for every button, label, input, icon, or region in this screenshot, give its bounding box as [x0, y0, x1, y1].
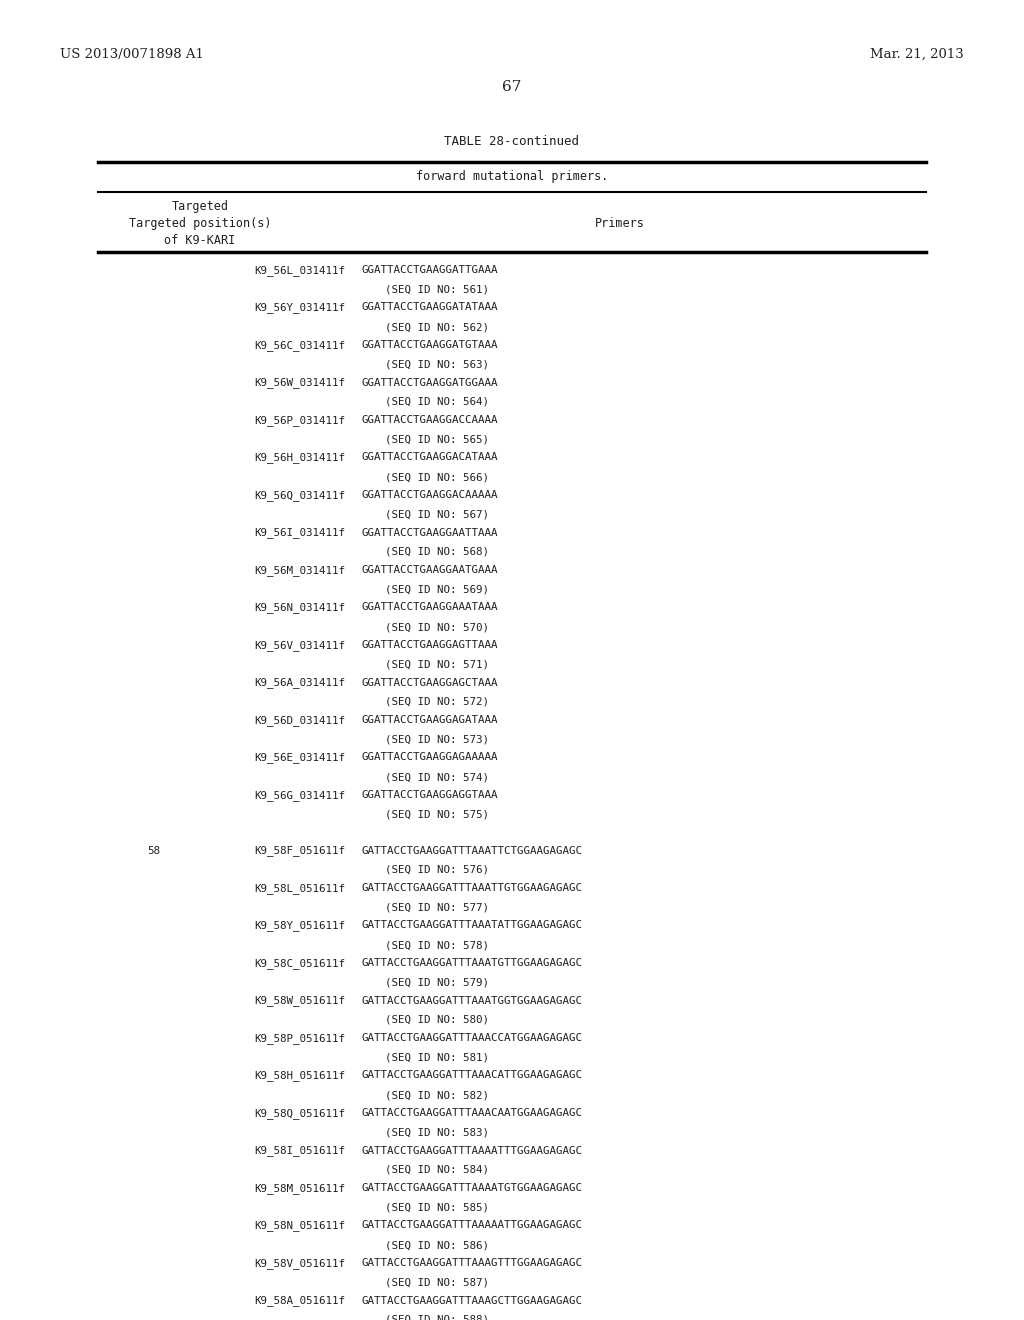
Text: GGATTACCTGAAGGATTGAAA: GGATTACCTGAAGGATTGAAA — [362, 265, 499, 275]
Text: K9_58I_051611f: K9_58I_051611f — [254, 1146, 345, 1156]
Text: GGATTACCTGAAGGAGAAAAA: GGATTACCTGAAGGAGAAAAA — [362, 752, 499, 763]
Text: (SEQ ID NO: 578): (SEQ ID NO: 578) — [385, 940, 489, 950]
Text: US 2013/0071898 A1: US 2013/0071898 A1 — [60, 48, 204, 61]
Text: (SEQ ID NO: 563): (SEQ ID NO: 563) — [385, 359, 489, 370]
Text: K9_56V_031411f: K9_56V_031411f — [254, 640, 345, 651]
Text: GATTACCTGAAGGATTTAAAGTTTGGAAGAGAGC: GATTACCTGAAGGATTTAAAGTTTGGAAGAGAGC — [362, 1258, 583, 1269]
Text: (SEQ ID NO: 575): (SEQ ID NO: 575) — [385, 809, 489, 820]
Text: of K9-KARI: of K9-KARI — [165, 234, 236, 247]
Text: K9_58A_051611f: K9_58A_051611f — [254, 1295, 345, 1307]
Text: GATTACCTGAAGGATTTAAATGTTGGAAGAGAGC: GATTACCTGAAGGATTTAAATGTTGGAAGAGAGC — [362, 958, 583, 968]
Text: K9_56H_031411f: K9_56H_031411f — [254, 453, 345, 463]
Text: GGATTACCTGAAGGAGGTAAA: GGATTACCTGAAGGAGGTAAA — [362, 789, 499, 800]
Text: (SEQ ID NO: 562): (SEQ ID NO: 562) — [385, 322, 489, 333]
Text: GGATTACCTGAAGGACAAAAA: GGATTACCTGAAGGACAAAAA — [362, 490, 499, 500]
Text: GATTACCTGAAGGATTTAAATTCTGGAAGAGAGC: GATTACCTGAAGGATTTAAATTCTGGAAGAGAGC — [362, 846, 583, 855]
Text: K9_56M_031411f: K9_56M_031411f — [254, 565, 345, 576]
Text: (SEQ ID NO: 577): (SEQ ID NO: 577) — [385, 903, 489, 912]
Text: GGATTACCTGAAGGATGTAAA: GGATTACCTGAAGGATGTAAA — [362, 341, 499, 350]
Text: (SEQ ID NO: 564): (SEQ ID NO: 564) — [385, 397, 489, 407]
Text: K9_58H_051611f: K9_58H_051611f — [254, 1071, 345, 1081]
Text: GGATTACCTGAAGGATATAAA: GGATTACCTGAAGGATATAAA — [362, 302, 499, 313]
Text: (SEQ ID NO: 565): (SEQ ID NO: 565) — [385, 434, 489, 445]
Text: K9_58P_051611f: K9_58P_051611f — [254, 1034, 345, 1044]
Text: (SEQ ID NO: 561): (SEQ ID NO: 561) — [385, 285, 489, 294]
Text: K9_58N_051611f: K9_58N_051611f — [254, 1221, 345, 1232]
Text: (SEQ ID NO: 584): (SEQ ID NO: 584) — [385, 1166, 489, 1175]
Text: Primers: Primers — [595, 216, 645, 230]
Text: (SEQ ID NO: 588): (SEQ ID NO: 588) — [385, 1315, 489, 1320]
Text: GGATTACCTGAAGGAAATAAA: GGATTACCTGAAGGAAATAAA — [362, 602, 499, 612]
Text: GATTACCTGAAGGATTTAAACATTGGAAGAGAGC: GATTACCTGAAGGATTTAAACATTGGAAGAGAGC — [362, 1071, 583, 1081]
Text: GATTACCTGAAGGATTTAAATATTGGAAGAGAGC: GATTACCTGAAGGATTTAAATATTGGAAGAGAGC — [362, 920, 583, 931]
Text: (SEQ ID NO: 570): (SEQ ID NO: 570) — [385, 622, 489, 632]
Text: K9_58Y_051611f: K9_58Y_051611f — [254, 920, 345, 932]
Text: (SEQ ID NO: 582): (SEQ ID NO: 582) — [385, 1090, 489, 1100]
Text: (SEQ ID NO: 576): (SEQ ID NO: 576) — [385, 865, 489, 875]
Text: Targeted: Targeted — [171, 201, 228, 213]
Text: K9_56N_031411f: K9_56N_031411f — [254, 602, 345, 614]
Text: (SEQ ID NO: 571): (SEQ ID NO: 571) — [385, 660, 489, 669]
Text: (SEQ ID NO: 572): (SEQ ID NO: 572) — [385, 697, 489, 708]
Text: GGATTACCTGAAGGAGCTAAA: GGATTACCTGAAGGAGCTAAA — [362, 677, 499, 688]
Text: GGATTACCTGAAGGAGTTAAA: GGATTACCTGAAGGAGTTAAA — [362, 640, 499, 649]
Text: GGATTACCTGAAGGAATGAAA: GGATTACCTGAAGGAATGAAA — [362, 565, 499, 576]
Text: (SEQ ID NO: 581): (SEQ ID NO: 581) — [385, 1052, 489, 1063]
Text: Targeted position(s): Targeted position(s) — [129, 216, 271, 230]
Text: K9_56P_031411f: K9_56P_031411f — [254, 414, 345, 426]
Text: GATTACCTGAAGGATTTAAAATTTGGAAGAGAGC: GATTACCTGAAGGATTTAAAATTTGGAAGAGAGC — [362, 1146, 583, 1155]
Text: (SEQ ID NO: 567): (SEQ ID NO: 567) — [385, 510, 489, 520]
Text: (SEQ ID NO: 587): (SEQ ID NO: 587) — [385, 1278, 489, 1287]
Text: K9_56I_031411f: K9_56I_031411f — [254, 528, 345, 539]
Text: K9_58L_051611f: K9_58L_051611f — [254, 883, 345, 894]
Text: K9_58F_051611f: K9_58F_051611f — [254, 846, 345, 857]
Text: GGATTACCTGAAGGACATAAA: GGATTACCTGAAGGACATAAA — [362, 453, 499, 462]
Text: GATTACCTGAAGGATTTAAATGGTGGAAGAGAGC: GATTACCTGAAGGATTTAAATGGTGGAAGAGAGC — [362, 995, 583, 1006]
Text: forward mutational primers.: forward mutational primers. — [416, 170, 608, 183]
Text: (SEQ ID NO: 573): (SEQ ID NO: 573) — [385, 734, 489, 744]
Text: GATTACCTGAAGGATTTAAAAATTGGAAGAGAGC: GATTACCTGAAGGATTTAAAAATTGGAAGAGAGC — [362, 1221, 583, 1230]
Text: K9_56D_031411f: K9_56D_031411f — [254, 715, 345, 726]
Text: K9_56C_031411f: K9_56C_031411f — [254, 341, 345, 351]
Text: Mar. 21, 2013: Mar. 21, 2013 — [870, 48, 964, 61]
Text: K9_56A_031411f: K9_56A_031411f — [254, 677, 345, 689]
Text: GATTACCTGAAGGATTTAAAATGTGGAAGAGAGC: GATTACCTGAAGGATTTAAAATGTGGAAGAGAGC — [362, 1183, 583, 1193]
Text: GGATTACCTGAAGGACCAAAA: GGATTACCTGAAGGACCAAAA — [362, 414, 499, 425]
Text: K9_56Y_031411f: K9_56Y_031411f — [254, 302, 345, 313]
Text: (SEQ ID NO: 566): (SEQ ID NO: 566) — [385, 473, 489, 482]
Text: GGATTACCTGAAGGAGATAAA: GGATTACCTGAAGGAGATAAA — [362, 715, 499, 725]
Text: K9_56W_031411f: K9_56W_031411f — [254, 378, 345, 388]
Text: GATTACCTGAAGGATTTAAAGCTTGGAAGAGAGC: GATTACCTGAAGGATTTAAAGCTTGGAAGAGAGC — [362, 1295, 583, 1305]
Text: (SEQ ID NO: 586): (SEQ ID NO: 586) — [385, 1239, 489, 1250]
Text: K9_58M_051611f: K9_58M_051611f — [254, 1183, 345, 1193]
Text: (SEQ ID NO: 569): (SEQ ID NO: 569) — [385, 585, 489, 594]
Text: 58: 58 — [147, 846, 160, 855]
Text: GGATTACCTGAAGGAATTAAA: GGATTACCTGAAGGAATTAAA — [362, 528, 499, 537]
Text: K9_58W_051611f: K9_58W_051611f — [254, 995, 345, 1006]
Text: K9_56G_031411f: K9_56G_031411f — [254, 789, 345, 801]
Text: (SEQ ID NO: 579): (SEQ ID NO: 579) — [385, 978, 489, 987]
Text: GGATTACCTGAAGGATGGAAA: GGATTACCTGAAGGATGGAAA — [362, 378, 499, 388]
Text: GATTACCTGAAGGATTTAAATTGTGGAAGAGAGC: GATTACCTGAAGGATTTAAATTGTGGAAGAGAGC — [362, 883, 583, 894]
Text: K9_56Q_031411f: K9_56Q_031411f — [254, 490, 345, 500]
Text: 67: 67 — [503, 81, 521, 94]
Text: (SEQ ID NO: 585): (SEQ ID NO: 585) — [385, 1203, 489, 1213]
Text: (SEQ ID NO: 580): (SEQ ID NO: 580) — [385, 1015, 489, 1026]
Text: K9_58Q_051611f: K9_58Q_051611f — [254, 1107, 345, 1119]
Text: GATTACCTGAAGGATTTAAACCATGGAAGAGAGC: GATTACCTGAAGGATTTAAACCATGGAAGAGAGC — [362, 1034, 583, 1043]
Text: K9_58C_051611f: K9_58C_051611f — [254, 958, 345, 969]
Text: K9_58V_051611f: K9_58V_051611f — [254, 1258, 345, 1269]
Text: (SEQ ID NO: 583): (SEQ ID NO: 583) — [385, 1127, 489, 1138]
Text: K9_56L_031411f: K9_56L_031411f — [254, 265, 345, 276]
Text: GATTACCTGAAGGATTTAAACAATGGAAGAGAGC: GATTACCTGAAGGATTTAAACAATGGAAGAGAGC — [362, 1107, 583, 1118]
Text: TABLE 28-continued: TABLE 28-continued — [444, 135, 580, 148]
Text: K9_56E_031411f: K9_56E_031411f — [254, 752, 345, 763]
Text: (SEQ ID NO: 568): (SEQ ID NO: 568) — [385, 546, 489, 557]
Text: (SEQ ID NO: 574): (SEQ ID NO: 574) — [385, 772, 489, 781]
